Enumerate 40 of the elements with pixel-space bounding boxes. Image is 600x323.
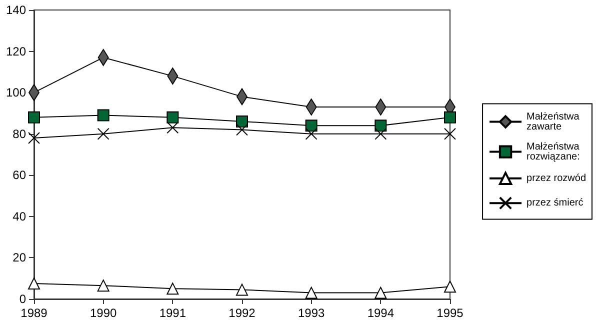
x-tick-label: 1994	[367, 306, 394, 320]
x-tick-label: 1990	[90, 306, 118, 320]
point	[97, 128, 110, 140]
y-tick-label: 140	[6, 3, 26, 17]
point	[236, 124, 248, 136]
x-tick-label: 1995	[436, 306, 464, 320]
point	[166, 111, 179, 124]
point	[374, 286, 387, 299]
y-tick-label: 120	[6, 44, 26, 58]
legend-label: Małżeństwa zawarte	[526, 111, 582, 132]
y-tick-label: 0	[19, 292, 26, 306]
point	[305, 128, 318, 140]
point	[28, 111, 40, 124]
point	[444, 111, 456, 124]
point	[166, 122, 179, 134]
point	[444, 280, 456, 293]
point	[305, 286, 318, 299]
point	[97, 280, 110, 292]
point	[97, 109, 110, 122]
point	[28, 132, 40, 144]
legend-label: Małżeństwa rozwiązane:	[526, 141, 582, 162]
x-tick-label: 1993	[298, 306, 326, 320]
point	[166, 282, 179, 295]
y-tick-label: 20	[12, 250, 26, 265]
x-tick-label: 1989	[20, 306, 48, 320]
point	[236, 115, 248, 128]
point	[374, 128, 387, 140]
legend-label: przez śmierć	[526, 198, 584, 209]
x-tick-label: 1991	[159, 306, 186, 320]
y-tick-label: 100	[6, 86, 26, 100]
y-tick-label: 40	[12, 209, 26, 224]
point	[305, 120, 318, 132]
y-tick-label: 60	[12, 168, 26, 182]
point	[374, 120, 387, 132]
legend-label: przez rozwód	[526, 172, 586, 184]
point	[236, 284, 248, 296]
y-tick-label: 80	[12, 126, 26, 141]
x-tick-label: 1992	[228, 306, 256, 320]
point	[444, 128, 456, 140]
point	[28, 278, 40, 290]
